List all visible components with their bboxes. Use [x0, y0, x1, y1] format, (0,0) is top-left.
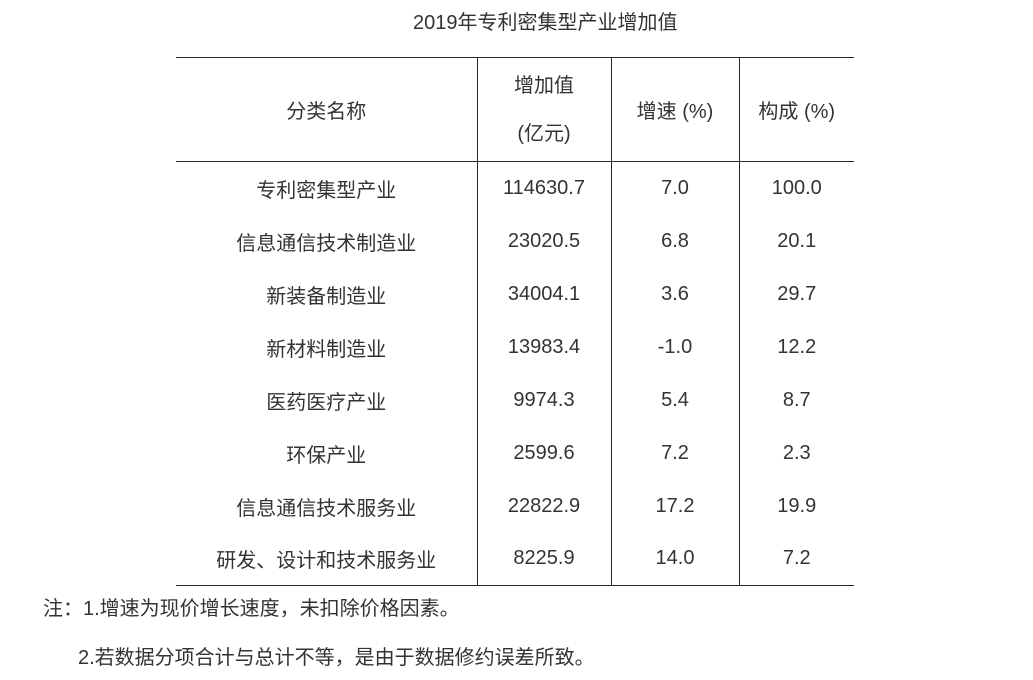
cell-share: 2.3: [738, 426, 854, 480]
cell-share: 19.9: [738, 479, 854, 533]
column-header-value: 增加值 (亿元): [476, 57, 611, 162]
table-header-row: 分类名称 增加值 (亿元) 增速 (%) 构成 (%): [176, 57, 854, 162]
cell-category: 新装备制造业: [266, 285, 387, 308]
cell-category: 医药医疗产业: [266, 391, 387, 414]
column-header-value-label: 增加值: [514, 74, 574, 97]
patent-industry-table: 分类名称 增加值 (亿元) 增速 (%) 构成 (%) 专利密集型产业 1146…: [176, 57, 854, 586]
cell-category: 研发、设计和技术服务业: [216, 550, 437, 573]
column-header-share: 构成 (%): [738, 57, 854, 162]
cell-category: 信息通信技术服务业: [236, 497, 417, 520]
cell-share: 8.7: [738, 373, 854, 427]
cell-share: 29.7: [738, 267, 854, 321]
footnote-2: 2.若数据分项合计与总计不等，是由于数据修约误差所致。: [78, 647, 595, 669]
table-row: 新装备制造业 34004.1 3.6 29.7: [176, 267, 854, 321]
cell-growth: 17.2: [610, 479, 739, 533]
table-row: 专利密集型产业 114630.7 7.0 100.0: [176, 161, 854, 215]
cell-value: 2599.6: [476, 426, 611, 480]
cell-growth: -1.0: [610, 320, 739, 374]
table-row: 医药医疗产业 9974.3 5.4 8.7: [176, 373, 854, 427]
table-row: 研发、设计和技术服务业 8225.9 14.0 7.2: [176, 532, 854, 586]
table-row: 新材料制造业 13983.4 -1.0 12.2: [176, 320, 854, 374]
cell-value: 9974.3: [476, 373, 611, 427]
cell-category: 专利密集型产业: [256, 179, 397, 202]
cell-share: 12.2: [738, 320, 854, 374]
cell-category: 环保产业: [286, 444, 367, 467]
cell-value: 34004.1: [476, 267, 611, 321]
cell-growth: 3.6: [610, 267, 739, 321]
table-row: 信息通信技术服务业 22822.9 17.2 19.9: [176, 479, 854, 533]
column-header-value-unit: (亿元): [517, 122, 571, 145]
cell-value: 13983.4: [476, 320, 611, 374]
cell-value: 8225.9: [476, 532, 611, 586]
cell-value: 22822.9: [476, 479, 611, 533]
cell-share: 20.1: [738, 214, 854, 268]
cell-share: 100.0: [738, 161, 854, 215]
footnote-1: 注：1.增速为现价增长速度，未扣除价格因素。: [43, 597, 460, 621]
cell-category: 信息通信技术制造业: [236, 232, 417, 255]
table-row: 信息通信技术制造业 23020.5 6.8 20.1: [176, 214, 854, 268]
cell-value: 114630.7: [476, 161, 611, 215]
column-header-growth: 增速 (%): [610, 57, 739, 162]
footnote-prefix: 注：: [43, 598, 83, 620]
column-header-category: 分类名称: [286, 101, 367, 123]
table-row: 环保产业 2599.6 7.2 2.3: [176, 426, 854, 480]
cell-value: 23020.5: [476, 214, 611, 268]
cell-growth: 7.0: [610, 161, 739, 215]
cell-share: 7.2: [738, 532, 854, 586]
cell-growth: 5.4: [610, 373, 739, 427]
cell-growth: 7.2: [610, 426, 739, 480]
cell-growth: 14.0: [610, 532, 739, 586]
cell-category: 新材料制造业: [266, 338, 387, 361]
page-title: 2019年专利密集型产业增加值: [413, 12, 678, 34]
footnote-1-text: 1.增速为现价增长速度，未扣除价格因素。: [83, 598, 460, 620]
cell-growth: 6.8: [610, 214, 739, 268]
